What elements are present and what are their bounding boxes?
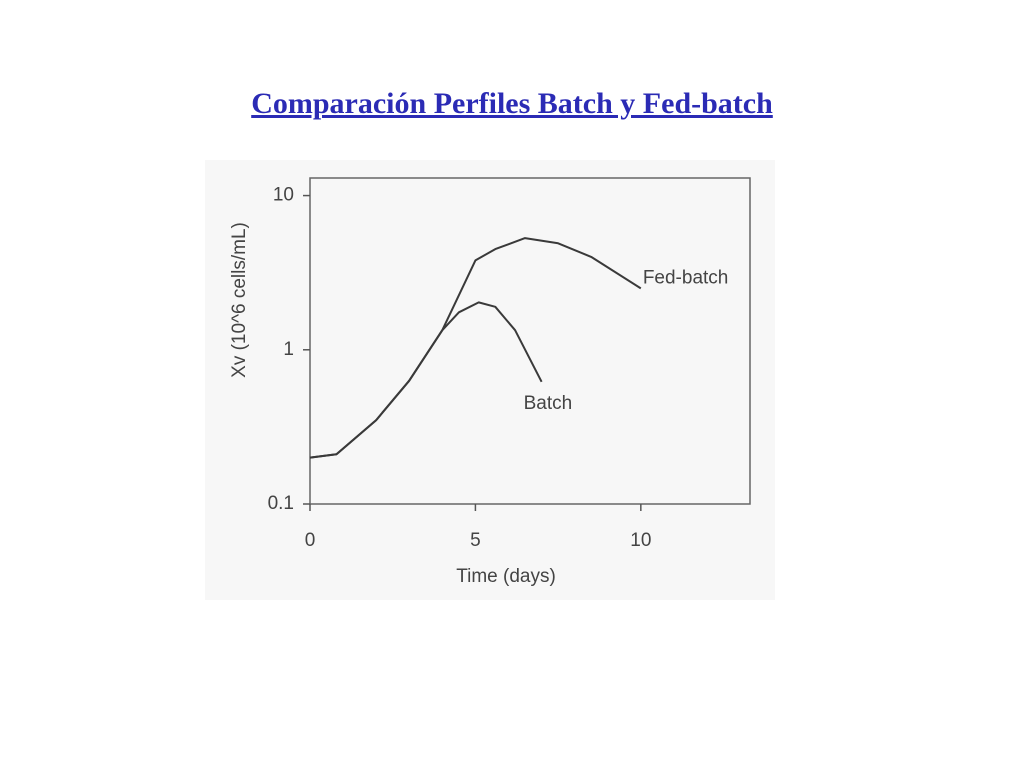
plot-frame (309, 177, 751, 505)
y-tick-label: 0.1 (268, 493, 294, 514)
y-tick-label: 10 (273, 185, 294, 206)
series-label: Batch (524, 393, 573, 414)
x-tick-label: 5 (470, 530, 481, 551)
series-label: Fed-batch (643, 267, 729, 288)
x-tick-label: 0 (305, 530, 316, 551)
y-axis-title: Xv (10^6 cells/mL) (229, 222, 250, 378)
y-tick-label: 1 (283, 339, 294, 360)
x-tick-label: 10 (630, 530, 651, 551)
x-axis-title: Time (days) (456, 566, 556, 587)
series-line (309, 301, 543, 459)
chart-title: Comparación Perfiles Batch y Fed-batch (251, 87, 773, 120)
chart-background (205, 160, 775, 600)
